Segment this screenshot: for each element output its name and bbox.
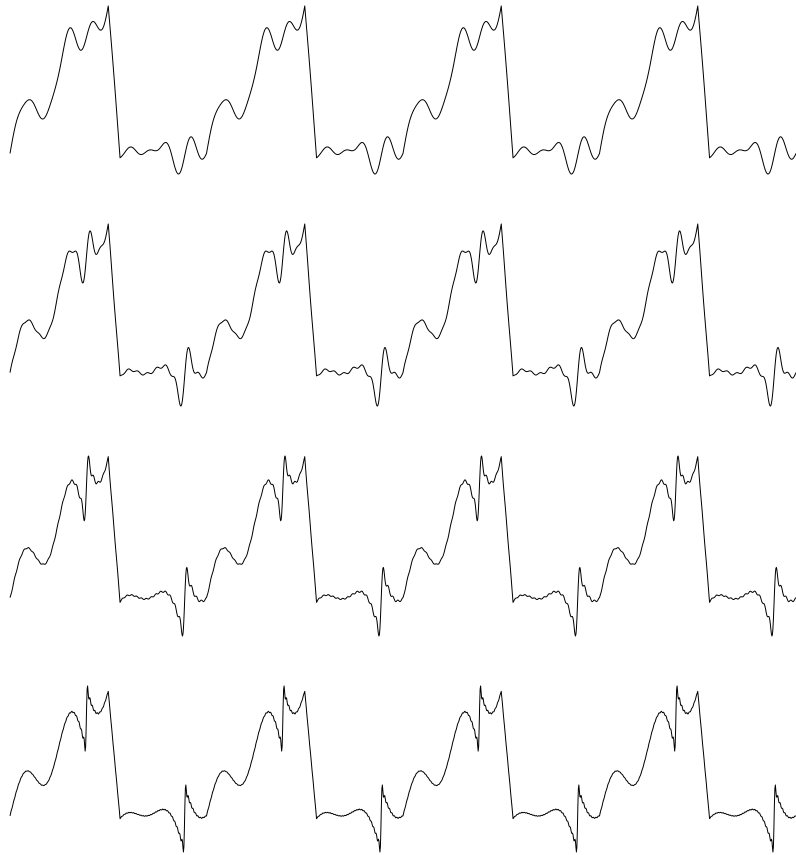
waveform-panel-3	[9, 455, 796, 637]
waveform-trace-2	[9, 223, 796, 407]
waveform-trace-4	[9, 685, 796, 853]
waveform-panel-1	[9, 5, 796, 175]
waveform-panel-4	[9, 685, 796, 853]
waveform-panel-2	[9, 223, 796, 407]
waveform-trace-3	[9, 455, 796, 637]
waveform-trace-1	[9, 5, 796, 175]
